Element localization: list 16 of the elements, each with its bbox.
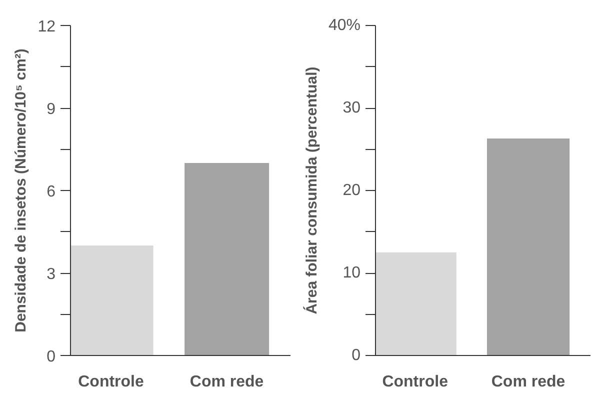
y-tick-label: 0 bbox=[46, 348, 56, 366]
y-tick-label: 6 bbox=[46, 184, 56, 200]
y-tick-label: 3 bbox=[46, 266, 56, 283]
x-tick-label: Controle bbox=[382, 374, 448, 390]
x-tick-label: Com rede bbox=[491, 374, 566, 390]
y-axis-title: Área foliar consumida (percentual) bbox=[302, 66, 320, 314]
x-tick-label: Com rede bbox=[190, 374, 264, 390]
y-tick-label: 40% bbox=[328, 17, 361, 34]
y-tick-label: 20 bbox=[342, 182, 361, 199]
y-tick-label: 12 bbox=[38, 18, 56, 36]
y-tick-label: 9 bbox=[46, 101, 56, 118]
y-tick-label: 30 bbox=[342, 100, 361, 116]
x-tick-label: Controle bbox=[78, 374, 144, 390]
y-axis-title: Densidade de insetos (Número/10⁵ cm²) bbox=[12, 48, 30, 332]
y-tick-label: 0 bbox=[352, 347, 361, 364]
y-tick-label: 10 bbox=[342, 264, 361, 282]
